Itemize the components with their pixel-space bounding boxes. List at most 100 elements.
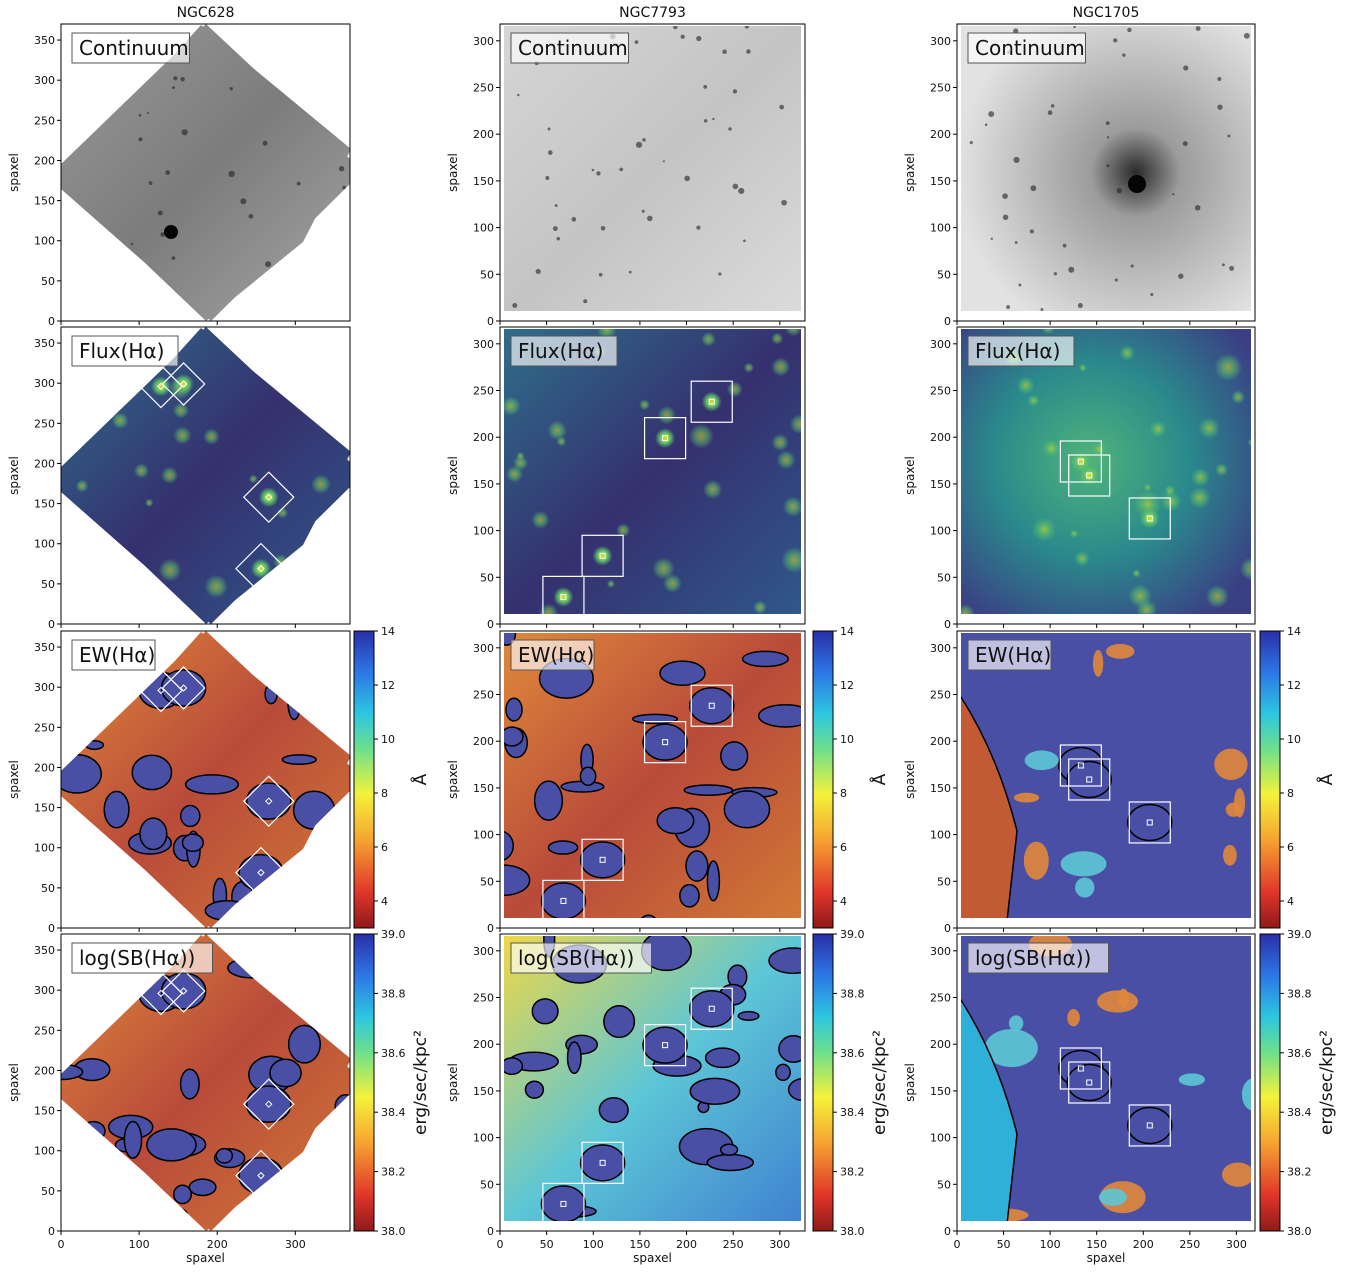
star-spot	[1183, 65, 1189, 71]
emission-region	[1105, 643, 1135, 659]
y-tick-label: 250	[34, 114, 55, 127]
star-spot	[547, 127, 551, 131]
emission-blob	[1239, 556, 1251, 581]
colorbar-tick-label: 38.8	[381, 987, 406, 1000]
aperture-box	[235, 1149, 287, 1202]
aperture-center	[1086, 1079, 1093, 1086]
star-spot	[1002, 214, 1009, 221]
star-spot	[984, 123, 988, 127]
emission-blob	[782, 496, 801, 517]
star-spot	[288, 50, 293, 55]
emission-blob	[1016, 376, 1035, 395]
colorbar-tick-label: 6	[840, 841, 847, 854]
aperture-center	[265, 493, 273, 501]
star-spot	[1013, 156, 1020, 164]
star-spot	[746, 49, 751, 54]
emission-blob	[1032, 517, 1057, 542]
heatmap-fill	[504, 26, 801, 311]
panel-frame	[956, 630, 1256, 929]
y-tick-label: 300	[473, 642, 494, 655]
aperture-box	[242, 471, 295, 524]
y-tick-label: 250	[930, 992, 951, 1005]
masked-region	[1066, 1063, 1112, 1102]
aperture-center	[1146, 1122, 1153, 1129]
aperture-center	[1146, 515, 1153, 522]
masked-region	[131, 754, 173, 791]
star-spot	[1029, 229, 1034, 234]
star-spot	[160, 232, 165, 237]
panel-label: log(SB(Hα))	[79, 946, 195, 970]
aperture-box	[242, 775, 295, 828]
star-spot	[743, 239, 746, 243]
x-tick-label: 200	[1133, 1238, 1154, 1251]
star-spot	[1217, 104, 1223, 110]
y-tick-label: 0	[487, 1225, 494, 1238]
emission-blob	[1164, 484, 1176, 497]
y-tick-label: 150	[473, 782, 494, 795]
emission-region	[1013, 792, 1040, 803]
aperture-box	[1068, 758, 1111, 801]
heatmap-fill	[61, 24, 350, 321]
colorbar-ngc1705-1: 38.0 38.2 38.4 38.6 38.8 39.0 erg/sec/kpc²	[1259, 928, 1337, 1238]
emission-blob	[161, 466, 179, 484]
emission-blob	[652, 557, 675, 580]
emission-blob	[99, 545, 121, 567]
aperture-box	[542, 879, 585, 923]
emission-blob	[1042, 439, 1061, 458]
y-axis-label: spaxel	[903, 153, 917, 192]
y-tick-label: 150	[930, 478, 951, 491]
y-tick-label: 0	[944, 922, 951, 935]
masked-region	[706, 1153, 755, 1172]
star-spot	[554, 204, 558, 207]
star-spot	[1229, 265, 1235, 271]
masked-region	[227, 957, 276, 979]
colorbar-tick-label: 12	[840, 679, 854, 692]
star-spot	[172, 86, 175, 89]
panel-label-box	[71, 639, 156, 671]
star-spot	[781, 199, 787, 206]
emission-blob	[92, 570, 120, 597]
masked-region	[1127, 803, 1173, 842]
emission-blob	[76, 516, 91, 531]
y-tick-label: 250	[930, 82, 951, 95]
colorbar-tick-label: 10	[381, 733, 395, 746]
star-spot	[634, 40, 639, 45]
star-spot	[556, 237, 560, 241]
star-spot	[1105, 121, 1110, 126]
y-tick-label: 300	[930, 945, 951, 958]
heatmap-fill	[504, 936, 801, 1221]
y-tick-label: 100	[930, 829, 951, 842]
panel-label-box	[510, 32, 629, 64]
star-spot	[121, 312, 125, 315]
y-tick-label: 100	[34, 1145, 55, 1158]
star-spot	[1172, 193, 1175, 196]
star-spot	[342, 185, 346, 190]
emission-blob	[1132, 568, 1141, 578]
star-spot	[1006, 305, 1011, 310]
x-tick-label: 0	[497, 1238, 504, 1251]
masked-region	[215, 1147, 234, 1164]
star-spot	[1077, 303, 1083, 309]
masked-region	[603, 1005, 636, 1039]
colorbar-ngc628-1: 38.0 38.2 38.4 38.6 38.8 39.0 erg/sec/kpc²	[353, 928, 431, 1238]
panel-frame	[956, 933, 1256, 1232]
star-spot	[1217, 77, 1222, 82]
star-spot	[680, 34, 685, 39]
masked-region	[287, 1024, 322, 1064]
y-tick-label: 150	[473, 175, 494, 188]
emission-blob	[172, 402, 189, 419]
emission-blob	[1139, 508, 1160, 529]
masked-region	[579, 766, 597, 786]
y-axis-label: spaxel	[7, 456, 21, 495]
heatmap-image	[961, 26, 1251, 311]
star-spot	[1106, 164, 1110, 168]
star-spot	[1114, 278, 1118, 282]
star-spot	[173, 291, 177, 295]
star-spot	[311, 77, 318, 83]
y-tick-label: 300	[34, 74, 55, 87]
star-spot	[316, 296, 320, 299]
y-tick-label: 150	[930, 782, 951, 795]
colorbar-tick-label: 38.0	[840, 1225, 865, 1238]
star-spot	[1194, 205, 1201, 211]
aperture-box	[690, 380, 733, 423]
